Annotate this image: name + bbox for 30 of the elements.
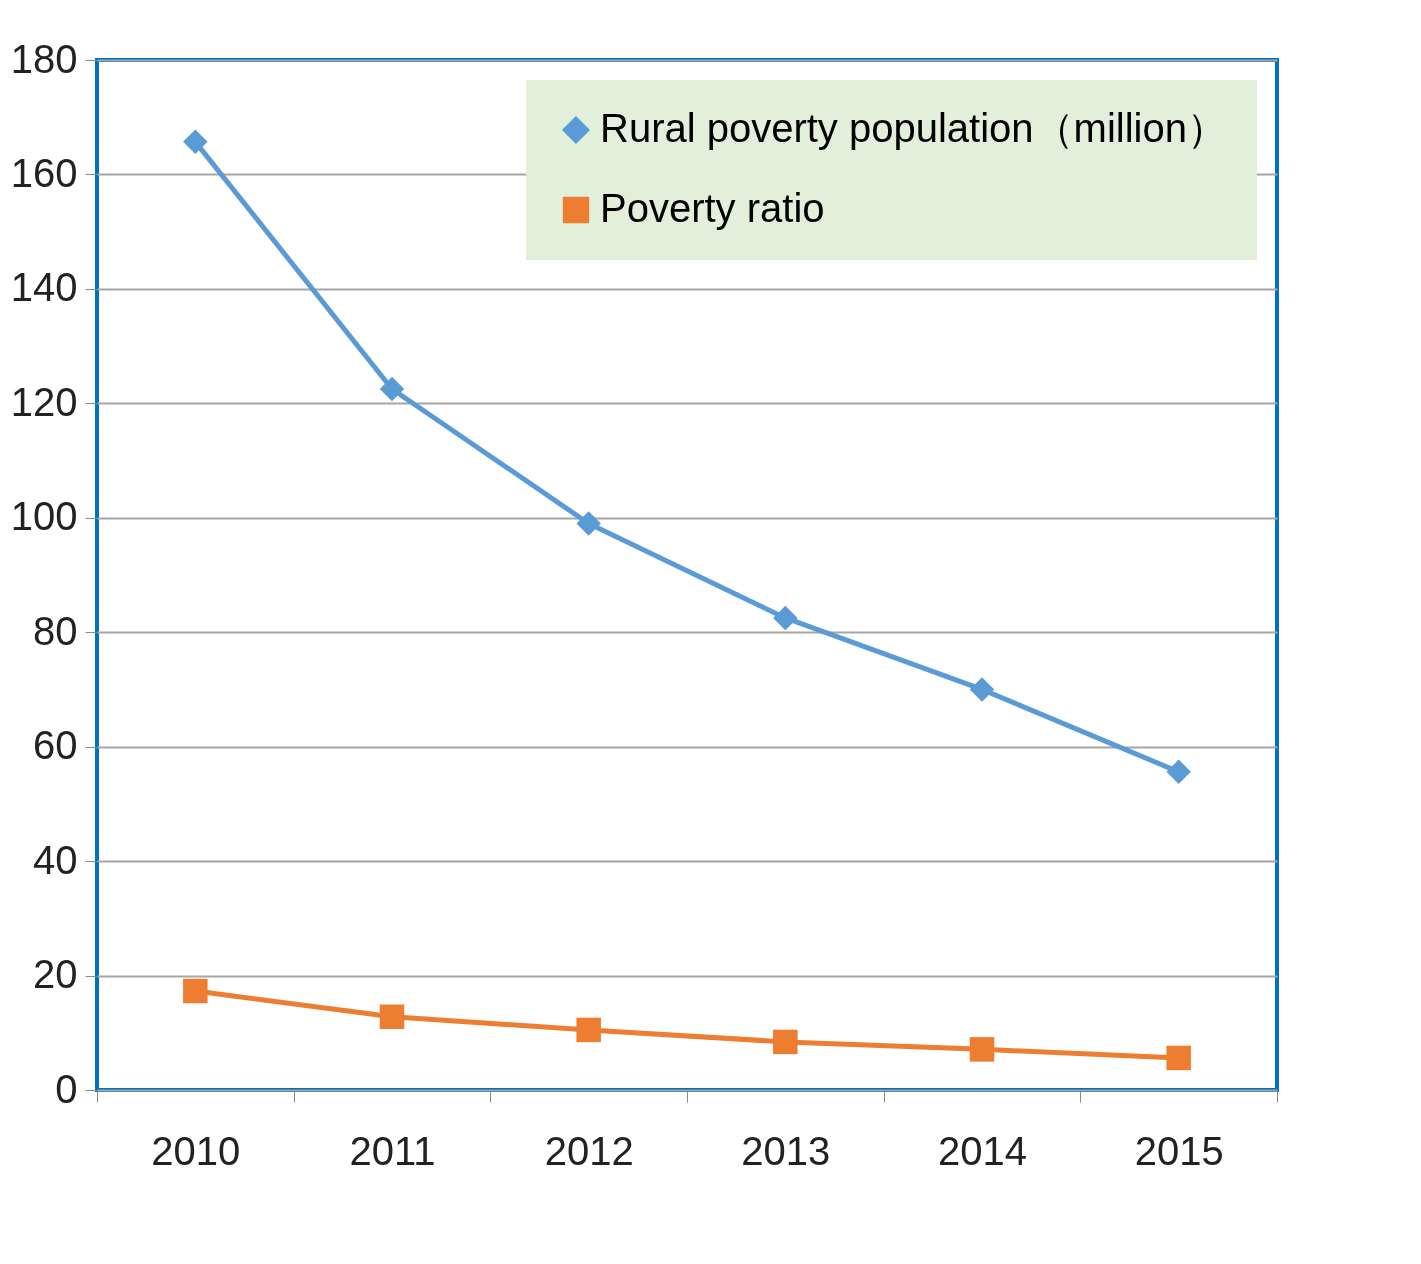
y-tick-label: 40 [33,837,78,882]
x-tick-label: 2011 [349,1128,436,1173]
x-tick-label: 2013 [741,1128,831,1173]
point [379,376,405,402]
point [379,1004,405,1029]
point [1166,759,1191,785]
y-tick-label: 180 [10,36,78,81]
legend-label: Rural poverty population（million） [600,106,1227,150]
point [183,978,208,1004]
y-tick-label: 20 [33,952,78,997]
y-tick-label: 140 [10,265,78,310]
y-tick-label: 0 [55,1066,78,1111]
y-tick-label: 160 [10,150,78,195]
y-tick-label: 80 [33,608,78,653]
x-tick-label: 2015 [1134,1128,1224,1173]
point [969,1037,995,1062]
y-tick-label: 120 [10,379,78,424]
y-tick-label: 60 [33,723,78,768]
point [1166,1045,1191,1071]
x-tick-label: 2012 [544,1128,634,1173]
point [773,605,798,631]
x-tick-label: 2010 [151,1128,241,1173]
legend-label: Poverty ratio [600,186,825,230]
point [183,129,208,155]
point [576,511,601,536]
x-tick-label: 2014 [938,1128,1027,1173]
point [969,677,995,702]
point [773,1029,798,1055]
y-tick-label: 100 [10,494,78,539]
point [576,1017,601,1043]
